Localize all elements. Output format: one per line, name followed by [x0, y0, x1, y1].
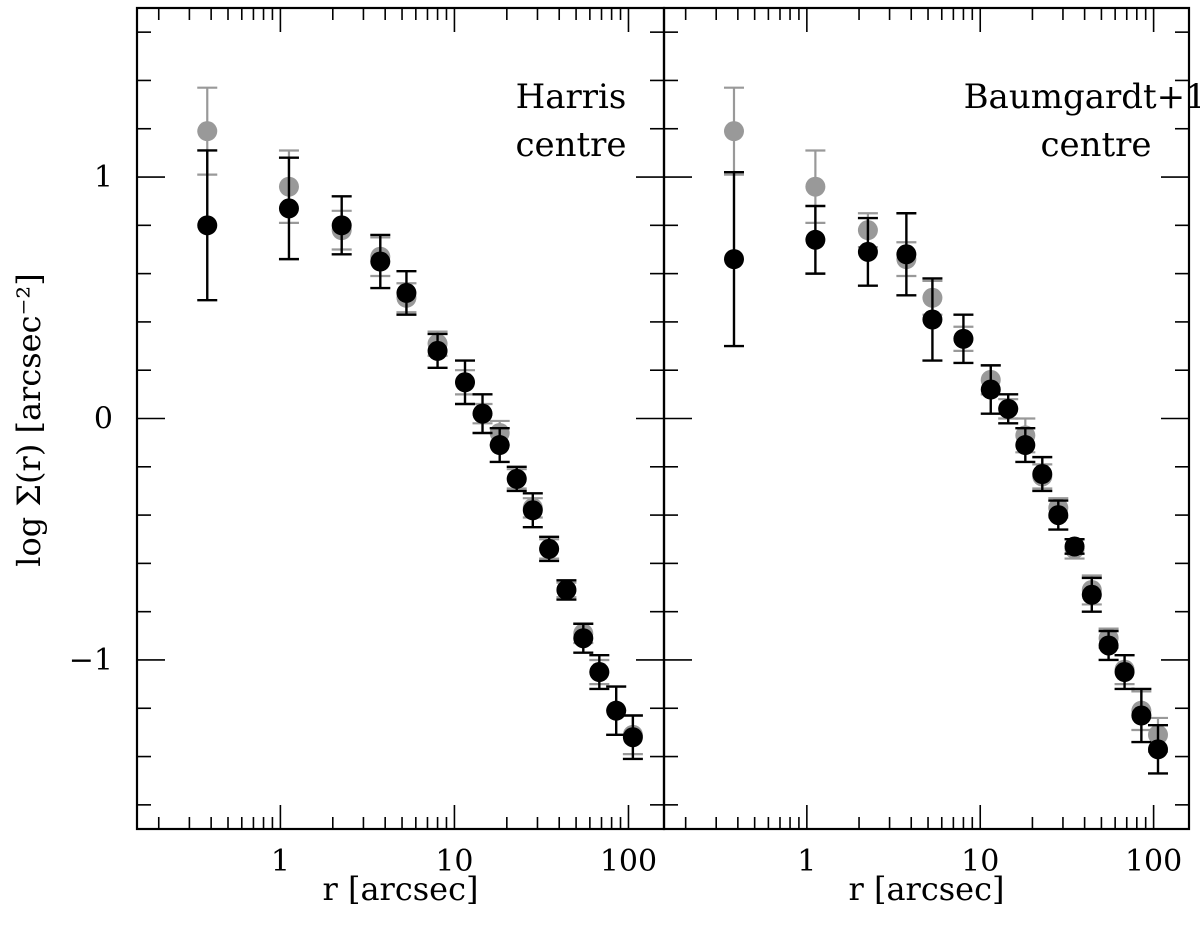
data-point — [489, 435, 510, 456]
data-point — [454, 372, 475, 393]
x-tick-label: 1 — [797, 844, 816, 879]
x-tick-label: 100 — [600, 844, 657, 879]
series-black — [723, 170, 1168, 775]
data-point — [197, 215, 218, 236]
panel-annotation-line: Harris — [516, 77, 627, 117]
data-point — [1032, 464, 1053, 485]
data-point — [606, 700, 627, 721]
y-axis-title: log Σ(r) [arcsec⁻²] — [10, 273, 48, 566]
data-point — [506, 468, 527, 489]
data-point — [980, 379, 1001, 400]
panel-1: 1 10 100 −1 0 1 r [arcsec] Harris centre — [69, 6, 666, 908]
data-point — [723, 121, 744, 142]
x-axis-title: r [arcsec] — [322, 870, 478, 908]
data-point — [573, 628, 594, 649]
x-tick-label: 10 — [435, 844, 473, 879]
data-point — [1114, 662, 1135, 683]
series-black — [197, 149, 643, 761]
y-tick-label: −1 — [69, 643, 113, 678]
panel-annotation-line: centre — [515, 125, 626, 165]
data-point — [622, 727, 643, 748]
data-point — [1015, 435, 1036, 456]
data-point — [427, 340, 448, 361]
data-point — [197, 121, 218, 142]
data-point — [1098, 635, 1119, 656]
data-point — [805, 229, 826, 250]
panel-annotation-line: Baumgardt+18 — [964, 77, 1200, 117]
data-point — [1147, 739, 1168, 760]
data-point — [805, 176, 826, 197]
data-point — [1064, 536, 1085, 557]
data-point — [1081, 584, 1102, 605]
data-point — [1048, 505, 1069, 526]
x-axis-title: r [arcsec] — [848, 870, 1004, 908]
x-tick-label: 100 — [1125, 844, 1182, 879]
panel-2: 1 10 100 r [arcsec] Baumgardt+18 centre — [662, 6, 1200, 908]
y-tick-label: 0 — [94, 402, 113, 437]
x-tick-label: 1 — [271, 844, 290, 879]
data-point — [998, 398, 1019, 419]
data-point — [556, 579, 577, 600]
y-tick-label: 1 — [94, 160, 113, 195]
data-point — [396, 282, 417, 303]
data-point — [278, 198, 299, 219]
data-point — [857, 241, 878, 262]
data-point — [896, 244, 917, 265]
data-point — [331, 215, 352, 236]
panel-annotation-line: centre — [1040, 125, 1151, 165]
data-point — [922, 309, 943, 330]
data-point — [589, 662, 610, 683]
data-point — [953, 328, 974, 349]
data-point — [723, 249, 744, 270]
data-point — [1131, 705, 1152, 726]
data-point — [370, 251, 391, 272]
data-point — [522, 500, 543, 521]
series-grey — [197, 86, 643, 756]
x-tick-label: 10 — [961, 844, 999, 879]
data-point — [539, 538, 560, 559]
data-point — [472, 403, 493, 424]
